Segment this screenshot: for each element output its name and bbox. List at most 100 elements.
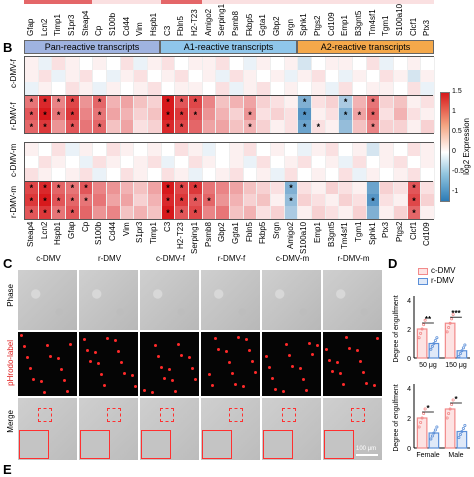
- micrograph-merge: [262, 398, 321, 460]
- heat-cell: [148, 107, 162, 121]
- fluorescent-particle: [114, 339, 117, 342]
- gene-label-top: Serping1: [217, 3, 227, 36]
- heat-cell: [107, 69, 121, 83]
- heat-cell: [325, 82, 340, 95]
- heat-cell: [148, 143, 162, 156]
- heat-cell: [189, 168, 203, 181]
- heat-cell: [175, 143, 189, 156]
- heat-cell: [243, 82, 258, 95]
- bar-chart-sex: 0 2 4 Degree of engulfment * Female * Male: [393, 384, 470, 459]
- fluorescent-particle: [120, 361, 123, 364]
- heat-cell: [230, 82, 244, 95]
- colorbar-tick: -0.5: [452, 168, 465, 175]
- heat-cell: [339, 168, 353, 181]
- heat-cell: [325, 168, 340, 181]
- heat-cell: [230, 57, 244, 70]
- heat-cell: [230, 143, 244, 156]
- top-strip-cell: [229, 0, 243, 4]
- top-strip-cell: [106, 0, 120, 4]
- dose-point-r-dmv: [457, 355, 461, 359]
- heat-cell: [271, 193, 285, 207]
- heat-cell: [243, 57, 258, 70]
- heat-cell: [52, 168, 66, 181]
- heat-cell: [216, 95, 230, 108]
- gene-label-top: Steap4: [80, 10, 90, 36]
- heat-cell: [134, 82, 148, 95]
- fluorescent-particle: [40, 380, 43, 383]
- heat-cell: [284, 120, 299, 133]
- heat-cell: [79, 155, 94, 169]
- heat-cell: [421, 107, 435, 121]
- heat-cell: [353, 193, 367, 207]
- fluorescent-particle: [97, 362, 100, 365]
- heat-cell: [189, 57, 203, 70]
- sex-bar-c-dmv: [444, 408, 456, 449]
- heat-cell: [230, 95, 244, 108]
- heat-cell: [271, 143, 285, 156]
- heat-cell: [107, 181, 121, 194]
- heat-cell: [52, 143, 66, 156]
- heat-cell: [66, 57, 80, 70]
- sex-point-c-dmv: [417, 425, 421, 429]
- dose-point-r-dmv: [432, 342, 436, 346]
- heat-cell: [421, 120, 435, 133]
- heat-cell: [284, 82, 299, 95]
- heat-cell: [93, 193, 107, 207]
- fluorescent-particle: [86, 349, 89, 352]
- heat-cell: [25, 82, 39, 95]
- heat-cell: [257, 193, 271, 207]
- fluorescent-particle: [94, 351, 97, 354]
- heat-cell: [271, 168, 285, 181]
- heat-cell: [298, 155, 312, 169]
- heat-cell: [243, 206, 258, 219]
- sex-point-r-dmv: [432, 431, 436, 435]
- heat-cell: [243, 95, 258, 108]
- heat-cell-significant: *: [339, 107, 353, 121]
- dose-point-c-dmv: [445, 330, 449, 334]
- fluorescent-particle: [103, 384, 106, 387]
- colorbar-tick: 1.5: [452, 88, 462, 95]
- heat-cell-significant: *: [189, 107, 203, 121]
- heat-cell-significant: *: [161, 206, 176, 219]
- heat-cell: [38, 155, 53, 169]
- fluorescent-particle: [214, 337, 217, 340]
- gene-label-top: Gbp2: [271, 16, 281, 36]
- gene-label-top: Amigo2: [203, 8, 213, 36]
- heat-cell: [79, 120, 94, 133]
- colorbar-tick: 1: [452, 108, 456, 115]
- heat-cell: [366, 69, 381, 83]
- top-strip-cell: [119, 0, 134, 4]
- dose-point-c-dmv: [448, 321, 452, 325]
- fluorescent-particle: [308, 342, 311, 345]
- heat-cell: [216, 143, 230, 156]
- heat-cell: [325, 155, 340, 169]
- gene-label-bottom: Lcn2: [39, 222, 49, 240]
- heat-cell: [298, 82, 312, 95]
- top-strip-cell: [51, 0, 65, 4]
- sex-point-r-dmv: [460, 430, 464, 434]
- heat-cell: [421, 168, 435, 181]
- heat-cell-significant: *: [66, 107, 80, 121]
- sex-point-r-dmv: [458, 433, 462, 437]
- heat-cell: [148, 193, 162, 207]
- heat-cell: [189, 82, 203, 95]
- heat-cell: [25, 57, 39, 70]
- heatmap-bottom-gene-labels: Steap4 Lcn2 Hspb1 Gfap Cp S100b Cd44 Vim S1pr3 Ti…: [24, 222, 434, 258]
- top-strip-cell: [256, 0, 270, 4]
- heat-cell-significant: *: [243, 120, 258, 133]
- heat-cell: [257, 95, 271, 108]
- heat-cell: [284, 107, 299, 121]
- heat-cell: [366, 206, 381, 219]
- heat-cell: [339, 69, 353, 83]
- heat-cell: [79, 82, 94, 95]
- dose-point-c-dmv: [447, 326, 451, 330]
- gene-label-top: Gfap: [25, 18, 35, 36]
- top-strip-cell: [270, 0, 284, 4]
- fluorescent-particle: [359, 360, 362, 363]
- heat-cell: [380, 206, 394, 219]
- fluorescent-particle: [60, 368, 63, 371]
- dose-point-c-dmv: [419, 331, 423, 335]
- gene-label-bottom: Ggta1: [230, 222, 240, 244]
- gene-label-bottom: Gfap: [66, 222, 76, 240]
- zoom-region-marker: [282, 408, 296, 422]
